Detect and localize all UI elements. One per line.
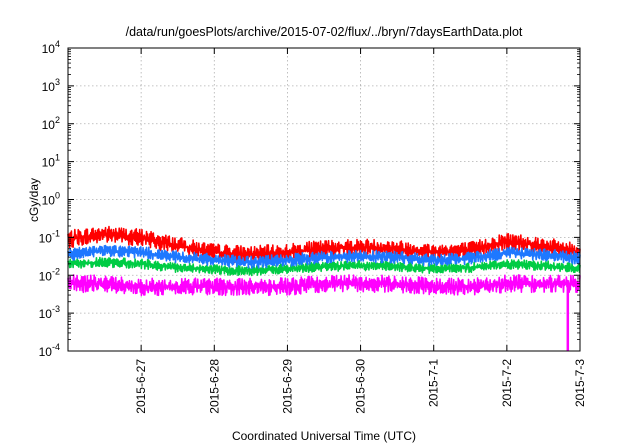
y-tick-label: 102 xyxy=(42,115,60,132)
y-tick-label: 10-4 xyxy=(39,342,60,359)
y-tick-labels: 10-4 10-3 10-2 10-1 100 101 102 103 104 xyxy=(39,39,60,359)
x-axis-label: Coordinated Universal Time (UTC) xyxy=(232,429,416,443)
series-line xyxy=(67,274,581,297)
x-tick-label: 2015-6-27 xyxy=(134,359,148,414)
x-tick-label: 2015-7-2 xyxy=(500,359,514,407)
y-tick-label: 104 xyxy=(42,39,60,56)
chart-title: /data/run/goesPlots/archive/2015-07-02/f… xyxy=(126,25,523,39)
x-tick-labels: 2015-6-27 2015-6-28 2015-6-29 2015-6-30 2015… xyxy=(134,359,587,414)
x-tick-label: 2015-6-29 xyxy=(280,359,294,414)
series-line xyxy=(67,244,581,270)
y-tick-label: 100 xyxy=(42,191,60,208)
y-tick-label: 103 xyxy=(42,77,60,94)
y-axis-label: cGy/day xyxy=(27,178,41,222)
x-tick-label: 2015-6-28 xyxy=(207,359,221,414)
grid xyxy=(68,48,580,351)
series-line xyxy=(67,225,581,264)
y-tick-label: 10-1 xyxy=(39,228,60,245)
plot-area xyxy=(67,225,581,351)
y-tick-label: 10-3 xyxy=(39,304,60,321)
y-tick-label: 10-2 xyxy=(39,266,60,283)
x-tick-label: 2015-6-30 xyxy=(354,359,368,414)
y-tick-label: 101 xyxy=(42,153,60,170)
series-line xyxy=(67,256,581,277)
x-tick-label: 2015-7-3 xyxy=(573,359,587,407)
x-tick-label: 2015-7-1 xyxy=(427,359,441,407)
axis-ticks xyxy=(68,47,581,352)
